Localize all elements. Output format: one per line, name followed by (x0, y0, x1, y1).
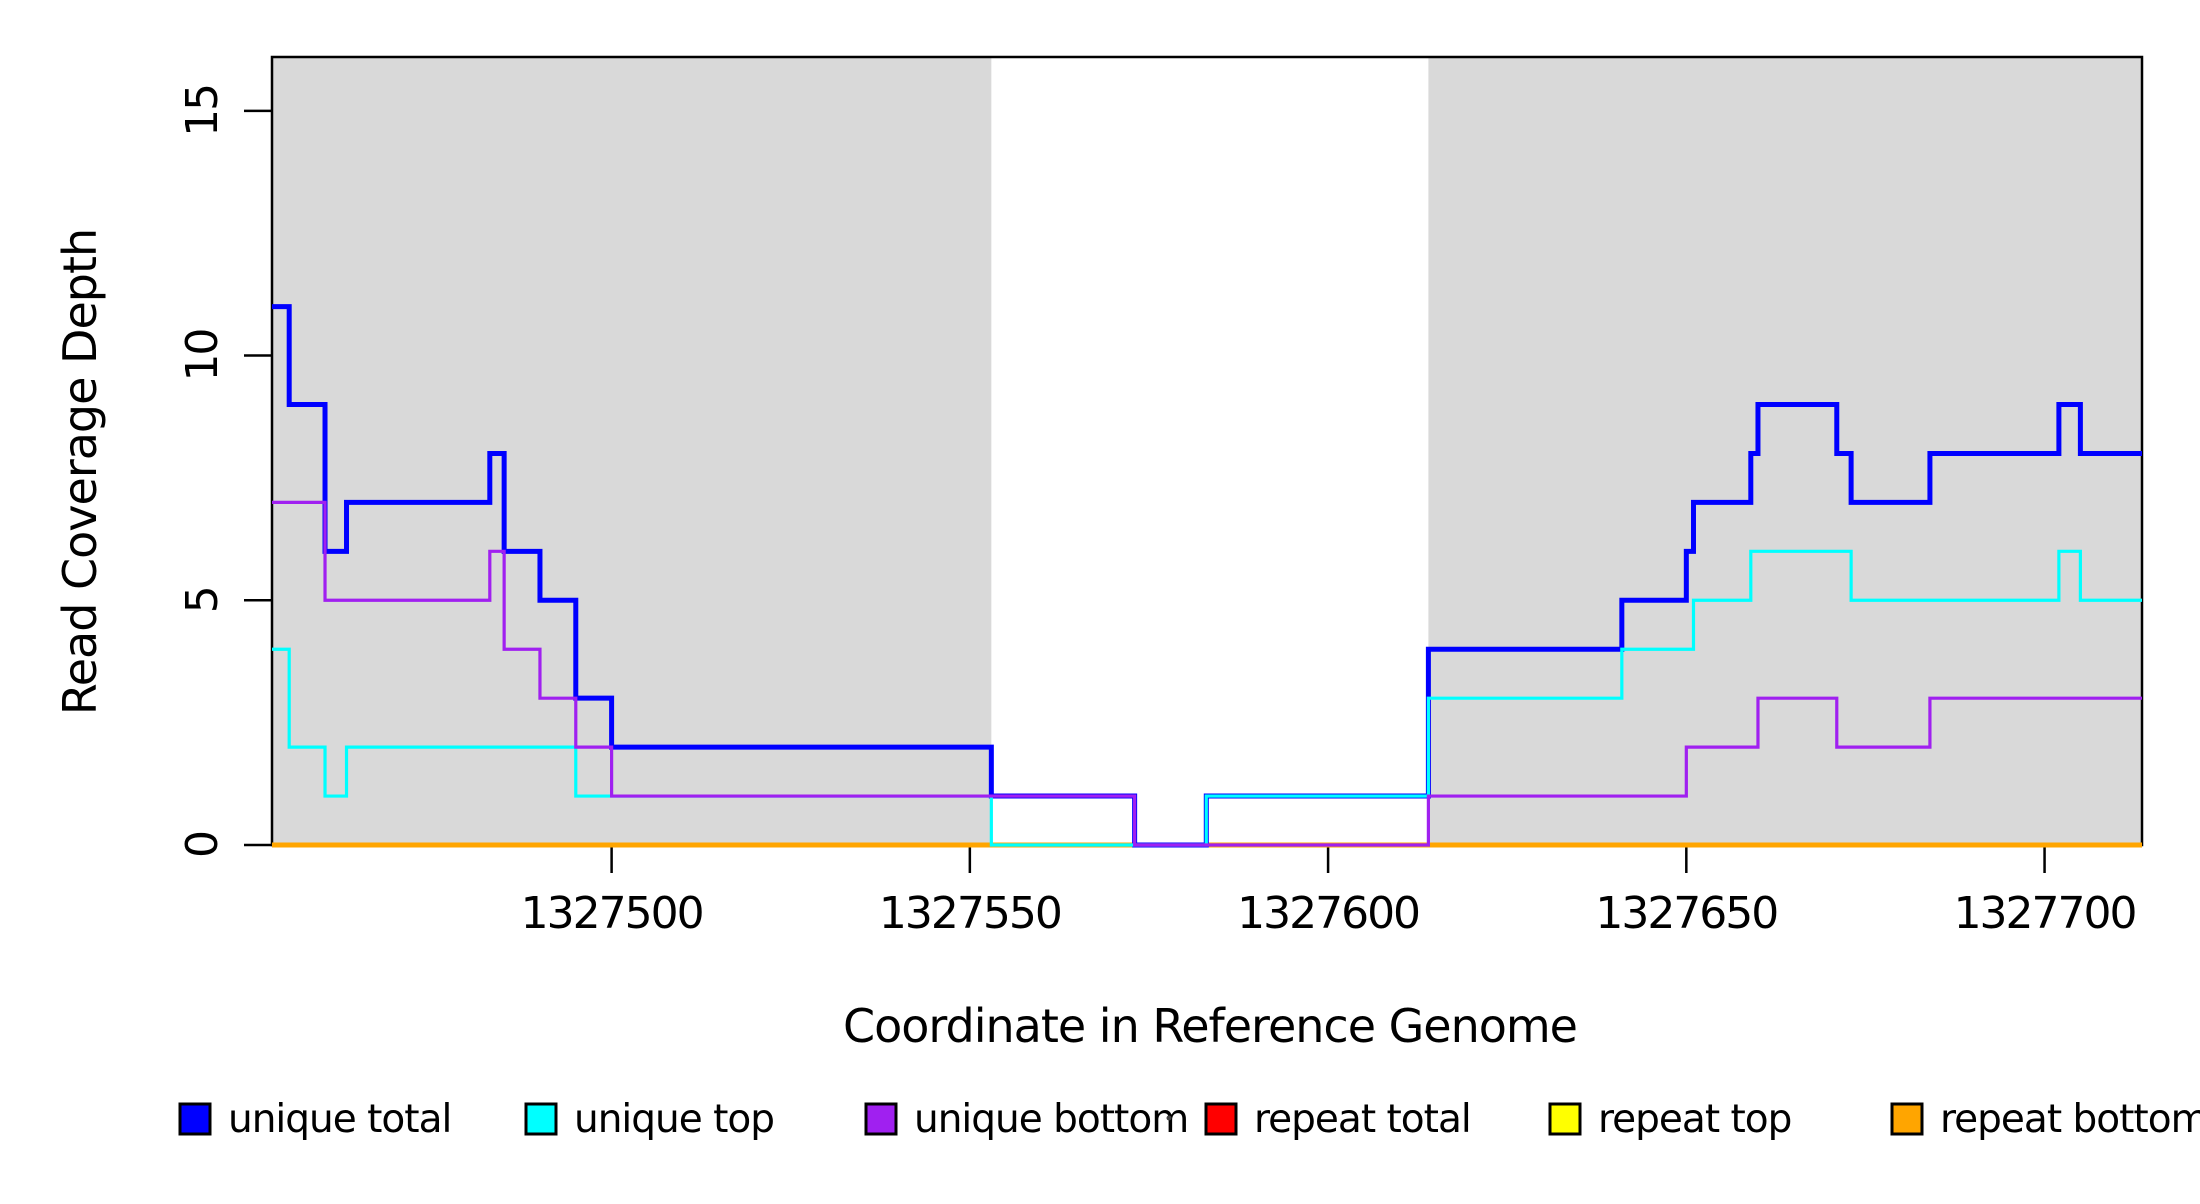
legend-label: unique top (574, 1097, 774, 1142)
x-tick-label: 1327500 (521, 888, 703, 939)
shaded-region (272, 57, 992, 845)
x-axis: 1327500 1327550 1327600 1327650 1327700 (521, 845, 2138, 939)
y-tick-label: 15 (177, 85, 228, 137)
series-line-unique-bottom (272, 500, 2142, 847)
y-tick-label: 5 (177, 587, 228, 613)
legend-swatch (1890, 1102, 1924, 1136)
legend-item-repeat-top: repeat top (1548, 1097, 1792, 1142)
legend-item-repeat-total: repeat total (1204, 1097, 1472, 1142)
legend-swatch (524, 1102, 558, 1136)
stray-dot (1166, 1115, 1172, 1121)
legend-label: repeat total (1254, 1097, 1471, 1142)
legend-swatch (864, 1102, 898, 1136)
legend-swatch (1548, 1102, 1582, 1136)
y-axis: 0 5 10 15 (177, 85, 272, 858)
y-axis-label: Read Coverage Depth (53, 229, 107, 715)
legend-label: unique total (228, 1097, 451, 1142)
legend-item-unique-total: unique total (178, 1097, 452, 1142)
legend-label: unique bottom (914, 1097, 1188, 1142)
x-tick-label: 1327700 (1954, 888, 2136, 939)
y-tick-label: 10 (177, 330, 228, 382)
legend-label: repeat bottom (1940, 1097, 2200, 1142)
x-tick-label: 1327650 (1595, 888, 1777, 939)
series-lines (272, 304, 2142, 848)
x-tick-label: 1327550 (879, 888, 1061, 939)
legend-item-unique-bottom: unique bottom (864, 1097, 1189, 1142)
legend-swatch (178, 1102, 212, 1136)
legend-item-unique-top: unique top (524, 1097, 775, 1142)
legend-swatch (1204, 1102, 1238, 1136)
x-tick-label: 1327600 (1237, 888, 1419, 939)
legend-item-repeat-bottom: repeat bottom (1890, 1097, 2200, 1142)
legend-label: repeat top (1598, 1097, 1791, 1142)
shaded-regions (272, 57, 2142, 845)
y-tick-label: 0 (177, 832, 228, 858)
series-line-unique-top (272, 549, 2142, 847)
x-axis-label: Coordinate in Reference Genome (843, 999, 1577, 1053)
legend: unique total unique top unique bottom repea… (178, 1097, 2200, 1142)
